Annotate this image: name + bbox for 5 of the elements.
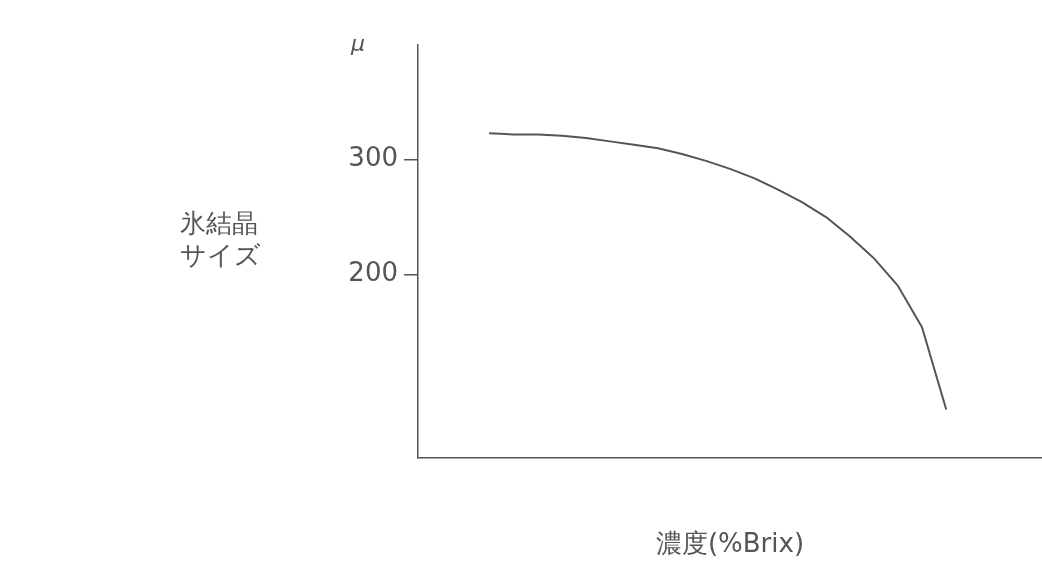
x-axis-title: 濃度(%Brix) <box>655 527 805 558</box>
y-axis-title: 氷結晶サイズ <box>180 208 261 271</box>
y-tick-label: 300 <box>348 142 398 173</box>
y-tick-label: 200 <box>348 257 398 288</box>
text: μ <box>350 30 365 56</box>
